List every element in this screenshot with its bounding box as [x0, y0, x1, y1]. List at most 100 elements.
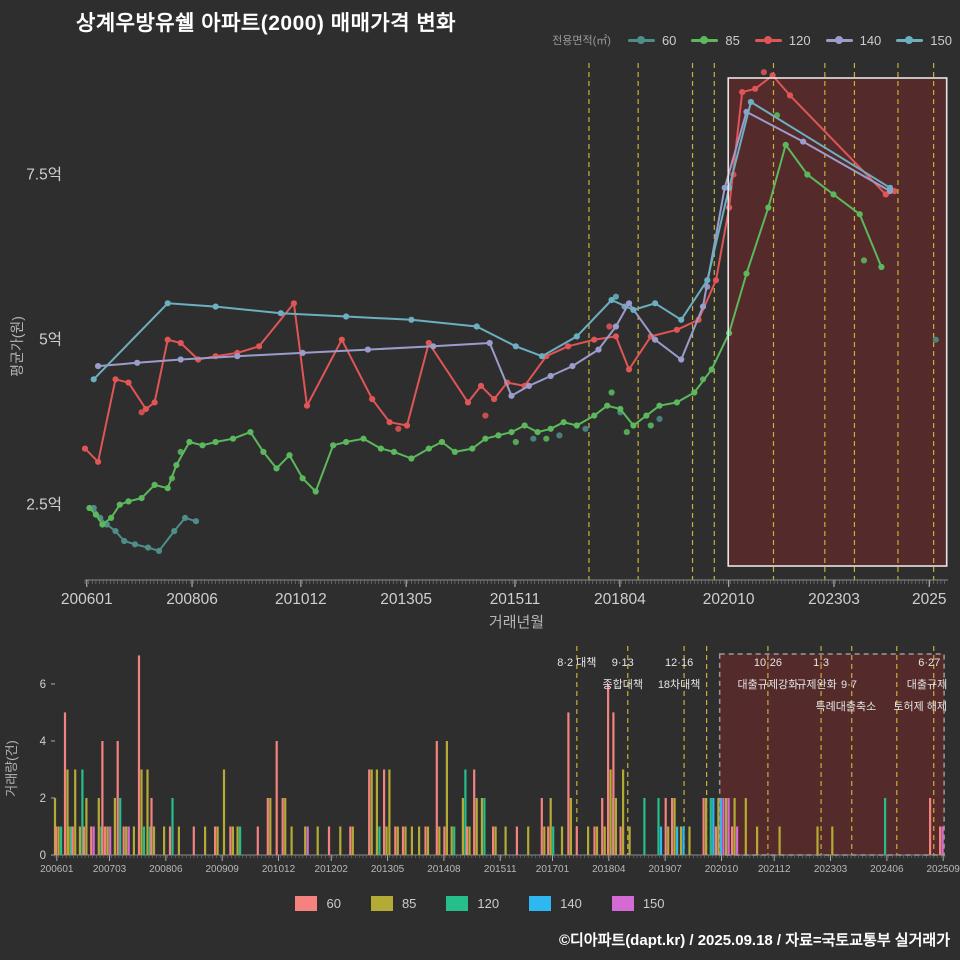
legend-item-140: 140	[825, 32, 882, 48]
policy-annotation: 10·26	[754, 657, 782, 669]
volume-legend-item-120: 120	[446, 896, 499, 911]
policy-annotation: 8·2 대책	[557, 656, 596, 669]
policy-annotation: 대출규제강화	[738, 678, 799, 691]
x-tick-label: 201907	[648, 864, 682, 875]
y-tick-label: 7.5억	[26, 166, 62, 184]
policy-annotation: 토허제 해제	[893, 699, 947, 713]
legend-item-label: 140	[560, 896, 582, 911]
legend-item-label: 120	[788, 32, 811, 48]
x-tick-label: 202406	[870, 864, 904, 875]
x-tick-label: 202303	[808, 591, 860, 608]
x-tick-label: 202112	[758, 864, 791, 875]
policy-annotation: 12·16	[665, 657, 693, 669]
policy-annotation: 규제완화	[796, 678, 836, 691]
price-line-chart: 200601 200806 201012 201305 201511 201804 2020…	[9, 63, 948, 631]
regulation-highlight-border	[718, 653, 945, 856]
policy-annotation: 6·27	[918, 657, 940, 669]
legend-item-label: 150	[930, 32, 952, 48]
legend-item-85: 85	[691, 32, 740, 48]
legend-item-label: 60	[661, 32, 677, 48]
legend-item-label: 85	[725, 32, 740, 48]
legend-line-swatch	[627, 36, 655, 44]
volume-bars	[53, 655, 944, 855]
volume-legend-item-140: 140	[529, 896, 582, 911]
x-axis-title: 거래년월	[489, 614, 544, 631]
regulation-highlight-region	[719, 654, 945, 855]
policy-annotation: 18차대책	[658, 678, 701, 691]
x-tick-label: 201202	[315, 864, 349, 875]
legend-item-label: 60	[326, 896, 341, 911]
policy-annotation: 9·7	[841, 679, 857, 691]
x-tick-label: 201701	[536, 864, 570, 875]
x-tick-label: 201511	[490, 591, 541, 608]
price-legend: 전용면적(㎡) 60 85 120 140 150	[552, 32, 952, 48]
footer-credit: ©디아파트(dapt.kr) / 2025.09.18 / 자료=국토교통부 실…	[558, 932, 950, 949]
legend-line-swatch	[691, 36, 719, 44]
legend-line-swatch	[754, 36, 782, 44]
legend-dot	[763, 36, 772, 44]
legend-square-swatch	[370, 896, 393, 911]
x-tick-label: 201804	[592, 864, 626, 875]
x-tick-label: 201012	[262, 864, 296, 875]
legend-dot	[636, 36, 645, 44]
x-tick-label: 200601	[61, 591, 113, 608]
chart-title: 상계우방유쉘 아파트(2000) 매매가격 변화	[76, 12, 457, 35]
x-tick-label: 200806	[166, 591, 218, 608]
volume-bar-chart: 200601 200703 200806 200909 201012 201202 2013…	[4, 646, 960, 875]
legend-item-120: 120	[754, 32, 811, 48]
x-tick-label: 200601	[40, 864, 74, 875]
legend-item-label: 85	[401, 896, 417, 911]
y-axis-title: 거래량(건)	[4, 740, 19, 797]
x-tick-label: 201305	[371, 864, 405, 875]
volume-legend-item-150: 150	[611, 896, 665, 911]
policy-annotation: 대출규제	[907, 678, 947, 691]
x-tick-label: 202010	[705, 864, 739, 875]
policy-annotations: 8·2 대책 9·13 종합대책 12·16 18차대책 10·26 대출규제강화 1·3 규제…	[557, 656, 947, 713]
regulation-highlight-border	[727, 77, 948, 567]
x-tick-label: 2025	[912, 591, 946, 608]
y-tick-label: 5억	[39, 331, 62, 349]
legend-title: 전용면적(㎡)	[552, 35, 611, 47]
x-minor-ticks	[84, 580, 945, 584]
policy-annotation: 9·13	[612, 657, 634, 669]
price-series-140	[95, 108, 894, 399]
volume-legend-item-60: 60	[295, 896, 341, 911]
policy-annotation: 1·3	[813, 657, 829, 669]
x-tick-label: 201305	[380, 591, 432, 608]
x-tick-label: 201012	[275, 591, 327, 608]
legend-item-label: 120	[477, 896, 500, 911]
legend-dot	[700, 36, 709, 44]
y-tick-label: 2	[40, 793, 46, 805]
legend-item-label: 150	[642, 896, 665, 911]
x-minor-ticks	[54, 855, 946, 858]
legend-line-swatch	[896, 36, 924, 44]
legend-square-swatch	[529, 896, 552, 911]
legend-square-swatch	[446, 896, 469, 911]
volume-legend: 60 85 120 140 150	[0, 896, 960, 911]
y-axis-title: 평균가(원)	[9, 316, 25, 377]
x-tick-label: 201804	[594, 591, 646, 608]
legend-line-swatch	[825, 36, 853, 44]
x-tick-label: 201511	[484, 864, 517, 875]
price-series-85	[86, 112, 885, 528]
y-tick-label: 0	[40, 850, 46, 862]
y-tick-label: 6	[40, 679, 46, 691]
x-tick-label: 200806	[149, 864, 183, 875]
policy-annotation: 종합대책	[603, 678, 643, 691]
y-tick-label: 4	[40, 736, 47, 748]
legend-item-label: 140	[859, 32, 882, 48]
x-tick-label: 202303	[814, 864, 848, 875]
x-tick-label: 202509	[927, 864, 960, 875]
x-tick-label: 201408	[427, 864, 461, 875]
legend-item-150: 150	[896, 33, 952, 48]
regulation-highlight-region	[728, 78, 947, 566]
x-tick-label: 200703	[93, 864, 127, 875]
legend-dot	[905, 36, 914, 44]
price-legend-items: 60 85 120 140 150	[627, 32, 952, 48]
legend-square-swatch	[295, 896, 318, 911]
price-series-120	[81, 69, 898, 465]
x-tick-label: 200909	[205, 864, 239, 875]
x-tick-label: 202010	[703, 591, 755, 608]
y-tick-label: 2.5억	[26, 496, 62, 514]
